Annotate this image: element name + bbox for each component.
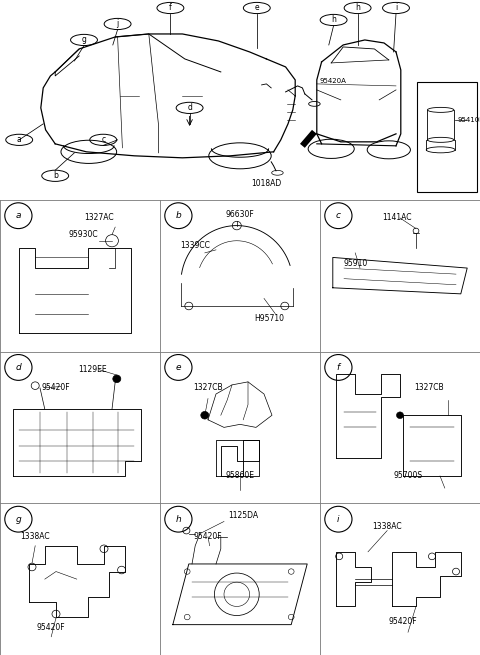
Text: e: e <box>254 3 259 12</box>
Text: i: i <box>337 515 340 524</box>
Text: e: e <box>176 363 181 372</box>
Text: 1327CB: 1327CB <box>414 383 444 392</box>
Text: b: b <box>53 172 58 180</box>
Text: a: a <box>16 211 21 220</box>
Text: 95410K: 95410K <box>458 117 480 123</box>
Text: g: g <box>82 35 86 45</box>
Text: g: g <box>15 515 21 524</box>
Text: d: d <box>187 103 192 113</box>
Text: f: f <box>337 363 340 372</box>
FancyBboxPatch shape <box>417 82 477 192</box>
Text: c: c <box>336 211 341 220</box>
Text: 95420A: 95420A <box>319 78 346 84</box>
Text: c: c <box>101 136 105 144</box>
Text: 1129EE: 1129EE <box>79 365 107 374</box>
Text: 1125DA: 1125DA <box>228 511 258 520</box>
Circle shape <box>201 411 209 419</box>
Text: b: b <box>176 211 181 220</box>
Text: d: d <box>15 363 21 372</box>
Text: 1339CC: 1339CC <box>180 241 210 250</box>
Text: i: i <box>395 3 397 12</box>
Text: 95700S: 95700S <box>394 472 422 481</box>
Circle shape <box>396 412 404 419</box>
Text: 1018AD: 1018AD <box>251 179 282 188</box>
Text: 1338AC: 1338AC <box>372 521 402 531</box>
Text: 95860E: 95860E <box>226 472 254 481</box>
Polygon shape <box>300 130 317 148</box>
Text: h: h <box>176 515 181 524</box>
Text: 95930C: 95930C <box>68 230 98 239</box>
Text: 95420F: 95420F <box>194 532 222 541</box>
Text: 95420F: 95420F <box>389 617 418 626</box>
Text: j: j <box>117 20 119 28</box>
Circle shape <box>113 375 121 383</box>
Text: 95420F: 95420F <box>42 383 70 392</box>
Text: h: h <box>355 3 360 12</box>
Text: f: f <box>169 3 172 12</box>
Text: h: h <box>331 16 336 24</box>
Text: 1327CB: 1327CB <box>193 383 223 392</box>
Text: a: a <box>17 136 22 144</box>
Text: 96630F: 96630F <box>226 210 254 219</box>
Text: 1141AC: 1141AC <box>382 214 411 223</box>
Text: 1338AC: 1338AC <box>20 532 50 541</box>
Text: 95420F: 95420F <box>37 623 65 632</box>
Text: 95910: 95910 <box>343 259 367 268</box>
Text: 1327AC: 1327AC <box>84 214 114 223</box>
Text: H95710: H95710 <box>254 314 284 323</box>
